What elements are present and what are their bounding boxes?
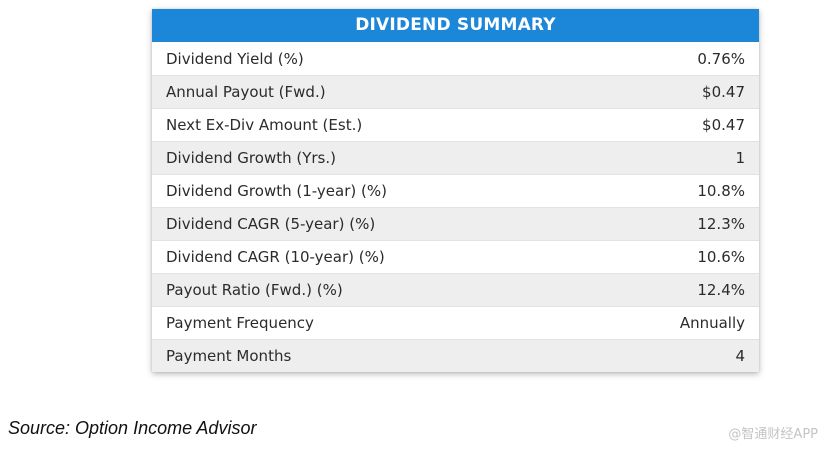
row-label: Dividend CAGR (10-year) (%): [166, 248, 385, 266]
row-label: Dividend Yield (%): [166, 49, 304, 68]
table-row: Dividend CAGR (10-year) (%) 10.6%: [152, 240, 759, 273]
table-row: Payment Frequency Annually: [152, 306, 759, 339]
table-title: DIVIDEND SUMMARY: [152, 9, 759, 42]
table-row: Next Ex-Div Amount (Est.) $0.47: [152, 108, 759, 141]
row-label: Next Ex-Div Amount (Est.): [166, 116, 363, 134]
source-caption: Source: Option Income Advisor: [8, 418, 257, 438]
table-row: Dividend Growth (1-year) (%) 10.8%: [152, 174, 759, 207]
table-row: Dividend Yield (%) 0.76%: [152, 42, 759, 75]
row-label: Dividend CAGR (5-year) (%): [166, 215, 376, 233]
watermark: @智通财经APP: [728, 427, 818, 442]
table-row: Payout Ratio (Fwd.) (%) 12.4%: [152, 273, 759, 306]
row-value: 12.3%: [697, 215, 745, 233]
row-value: 0.76%: [697, 49, 745, 68]
row-value: 1: [735, 149, 745, 167]
row-value: Annually: [679, 314, 745, 332]
row-label: Dividend Growth (Yrs.): [166, 149, 336, 167]
row-value: 10.8%: [697, 182, 745, 200]
dividend-summary-table: DIVIDEND SUMMARY Dividend Yield (%) 0.76…: [152, 9, 759, 372]
table-row: Annual Payout (Fwd.) $0.47: [152, 75, 759, 108]
row-label: Payment Frequency: [166, 314, 314, 332]
row-label: Payment Months: [166, 347, 292, 365]
row-value: 12.4%: [697, 281, 745, 299]
row-label: Dividend Growth (1-year) (%): [166, 182, 387, 200]
row-value: 10.6%: [697, 248, 745, 266]
row-value: $0.47: [702, 83, 745, 101]
row-label: Payout Ratio (Fwd.) (%): [166, 281, 343, 299]
row-label: Annual Payout (Fwd.): [166, 83, 326, 101]
table-row: Dividend Growth (Yrs.) 1: [152, 141, 759, 174]
table-row: Payment Months 4: [152, 339, 759, 372]
table-body: Dividend Yield (%) 0.76% Annual Payout (…: [152, 42, 759, 372]
row-value: $0.47: [702, 116, 745, 134]
row-value: 4: [735, 347, 745, 365]
table-row: Dividend CAGR (5-year) (%) 12.3%: [152, 207, 759, 240]
